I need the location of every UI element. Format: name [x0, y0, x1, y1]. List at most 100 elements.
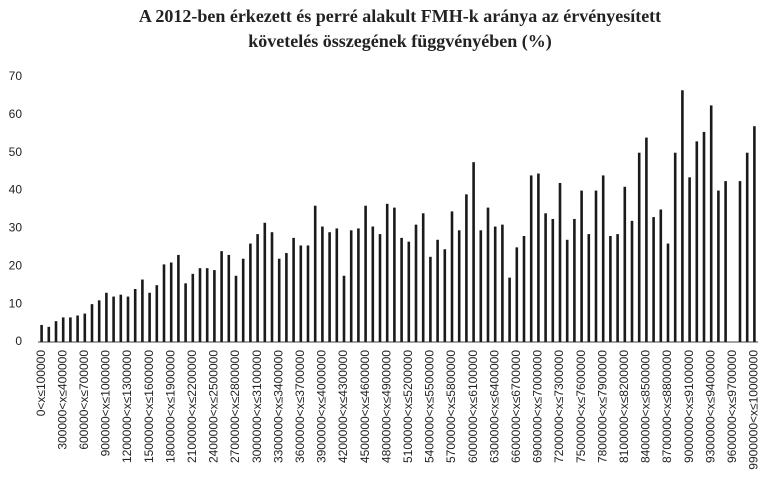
- x-tick-label: 900000<x≤1000000: [99, 350, 113, 457]
- bar: [450, 211, 454, 342]
- bar: [573, 218, 576, 342]
- bar: [371, 226, 375, 342]
- x-tick-label: 1800000<x≤1900000: [163, 350, 177, 463]
- y-tick-label: 50: [9, 145, 23, 159]
- x-tick-label: 3000000<x≤3100000: [250, 350, 264, 463]
- x-tick-label: 2100000<x≤2200000: [185, 350, 199, 463]
- x-tick-label: 4500000<x≤4600000: [358, 350, 372, 463]
- bar: [191, 273, 195, 342]
- bar: [472, 162, 475, 342]
- bar: [256, 234, 259, 342]
- bar: [738, 181, 742, 342]
- bar: [162, 264, 166, 342]
- bar: [616, 234, 619, 342]
- bar: [652, 217, 655, 342]
- bar: [321, 226, 324, 342]
- bar: [717, 190, 720, 342]
- x-tick-label: 2700000<x≤2800000: [228, 350, 242, 463]
- bar: [90, 304, 94, 342]
- y-tick-label: 70: [9, 69, 23, 83]
- bar: [436, 239, 439, 342]
- bar: [184, 283, 187, 342]
- bar: [414, 224, 418, 342]
- bar: [169, 262, 173, 342]
- bar: [54, 321, 58, 342]
- bar: [227, 254, 231, 342]
- bar: [47, 326, 51, 342]
- x-tick-label: 7200000<x≤7300000: [552, 350, 566, 463]
- bar: [601, 175, 605, 342]
- x-tick-label: 5700000<x≤5800000: [444, 350, 458, 463]
- bar: [407, 241, 411, 342]
- bar: [292, 237, 295, 342]
- bar: [263, 222, 267, 342]
- bar: [609, 236, 612, 342]
- bar: [306, 245, 310, 342]
- x-tick-label: 6600000<x≤6700000: [509, 350, 523, 463]
- x-tick-label: 2400000<x≤2500000: [207, 350, 221, 463]
- x-tick-label: 8100000<x≤8200000: [617, 350, 631, 463]
- bar: [76, 315, 79, 342]
- bar: [681, 90, 684, 342]
- bar: [328, 232, 331, 342]
- x-tick-label: 5100000<x≤5200000: [401, 350, 415, 463]
- x-tick-label: 600000<x≤700000: [77, 350, 91, 450]
- x-tick-label: 6900000<x≤7000000: [531, 350, 545, 463]
- bar: [673, 152, 677, 342]
- bar: [465, 194, 468, 342]
- bar: [119, 294, 123, 342]
- bar: [551, 218, 555, 342]
- x-tick-label: 9600000<x≤9700000: [725, 350, 739, 463]
- x-tick-label: 3300000<x≤3400000: [271, 350, 285, 463]
- bar: [393, 207, 396, 342]
- bar: [277, 258, 281, 342]
- x-tick-label: 7500000<x≤7600000: [574, 350, 588, 463]
- bar: [645, 137, 648, 342]
- x-tick-label: 1200000<x≤1300000: [120, 350, 134, 463]
- bar: [148, 292, 151, 342]
- bar: [335, 228, 339, 342]
- bar: [69, 317, 72, 342]
- bar: [623, 186, 627, 342]
- bar: [364, 205, 367, 342]
- bar: [400, 237, 403, 342]
- bar: [695, 141, 699, 342]
- bar: [133, 289, 137, 342]
- chart-title: A 2012-ben érkezett és perré alakult FMH…: [139, 6, 661, 26]
- bar: [587, 234, 591, 342]
- bar: [630, 220, 634, 342]
- x-tick-label: 4800000<x≤4900000: [379, 350, 393, 463]
- x-tick-label: 4200000<x≤4300000: [336, 350, 350, 463]
- bar: [457, 230, 461, 342]
- bar: [177, 254, 180, 342]
- bar: [40, 324, 43, 342]
- x-tick-label: 9000000<x≤9100000: [682, 350, 696, 463]
- bar: [241, 258, 245, 342]
- bar: [342, 275, 346, 342]
- chart-title: követelés összegének függvényében (%): [248, 31, 551, 52]
- y-tick-label: 10: [9, 296, 23, 310]
- x-tick-label: 6000000<x≤6100000: [466, 350, 480, 463]
- x-tick-label: 300000<x≤400000: [55, 350, 69, 450]
- bar: [105, 292, 108, 342]
- bar: [213, 270, 216, 342]
- bar: [479, 230, 483, 342]
- bar: [385, 203, 389, 342]
- bar: [594, 190, 598, 342]
- x-tick-label: 6300000<x≤6400000: [487, 350, 501, 463]
- bar: [659, 209, 663, 342]
- bar: [97, 300, 101, 342]
- y-tick-label: 0: [15, 334, 22, 348]
- bar: [702, 131, 706, 342]
- x-tick-label: 7800000<x≤7900000: [595, 350, 609, 463]
- bar: [709, 105, 713, 343]
- y-tick-label: 20: [9, 258, 23, 272]
- bar: [501, 224, 504, 342]
- bar: [429, 256, 432, 342]
- y-tick-label: 60: [9, 107, 23, 121]
- bar: [508, 277, 511, 342]
- bar: [443, 249, 447, 342]
- x-tick-label: 9900000<x≤10000000: [747, 350, 761, 470]
- bar: [285, 253, 288, 342]
